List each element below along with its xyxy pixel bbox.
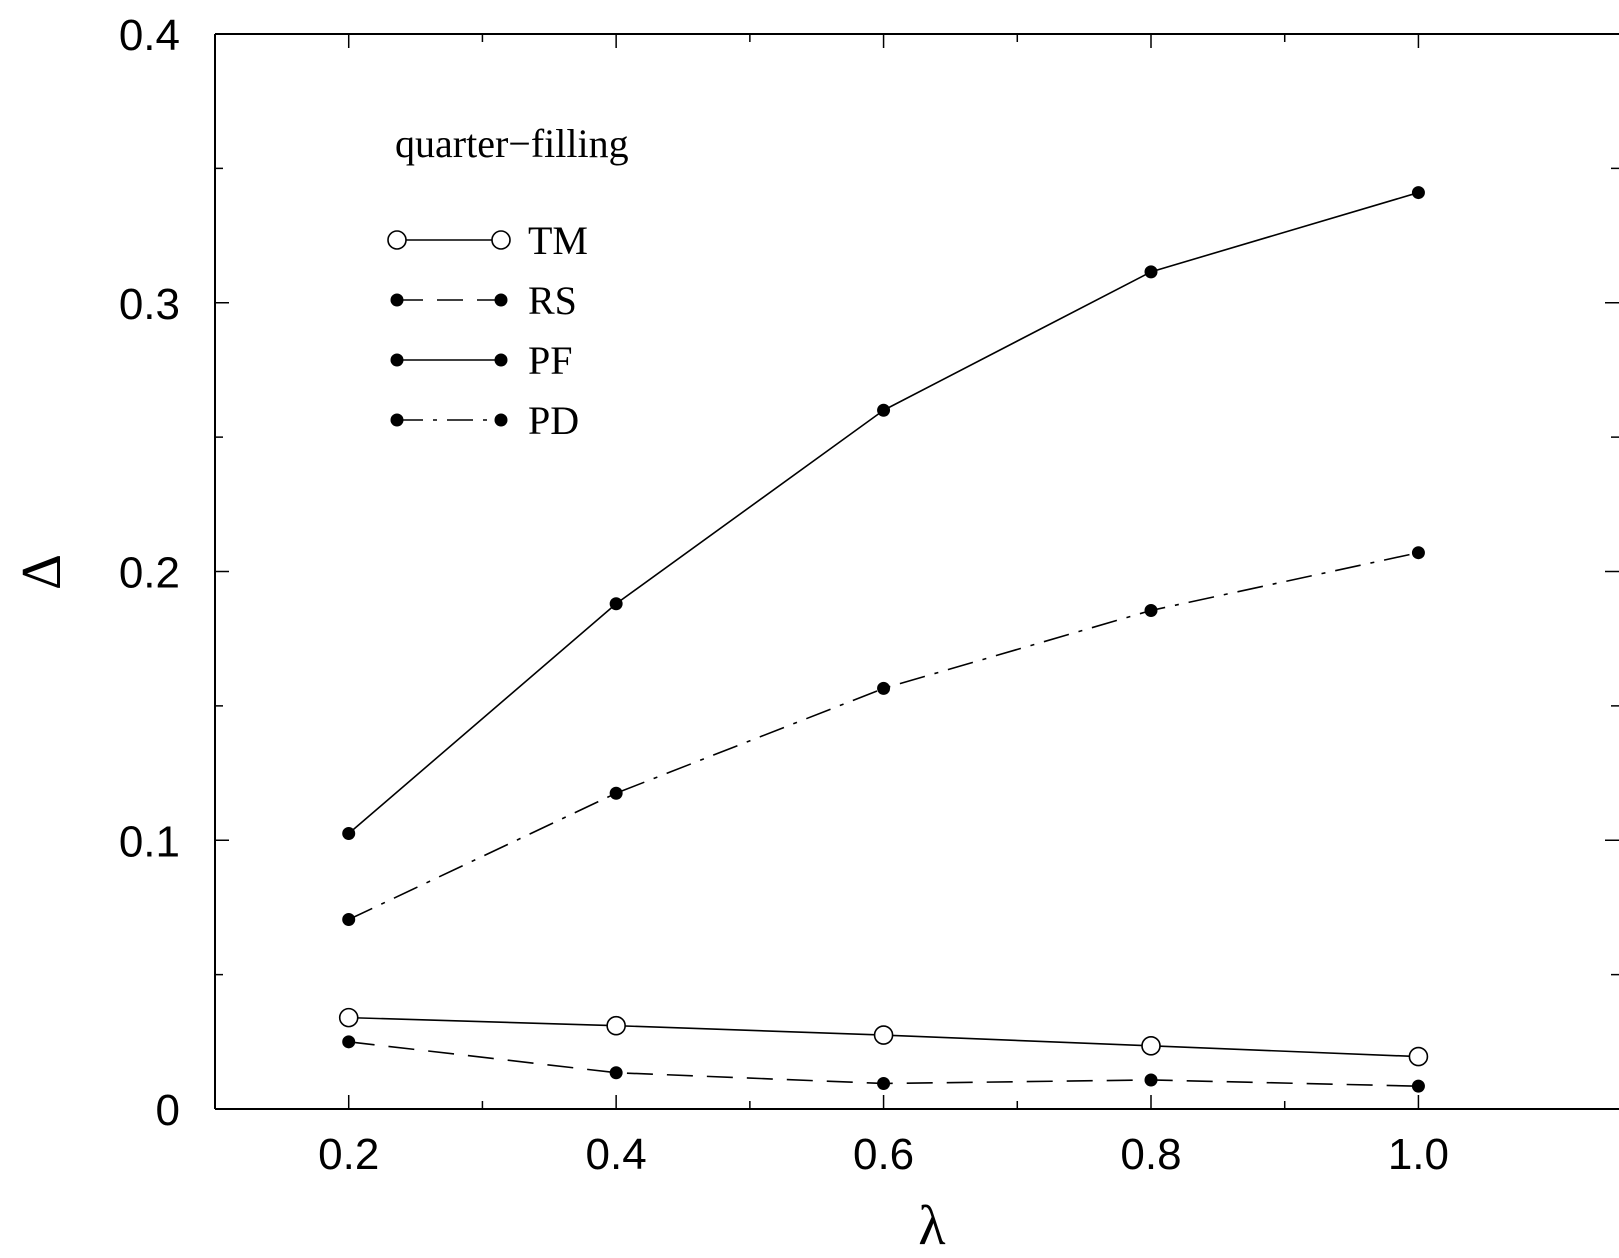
point-pd (1411, 546, 1425, 560)
legend-marker-tm (387, 230, 407, 250)
point-pf (609, 597, 623, 611)
x-tick-label: 1.0 (1388, 1130, 1449, 1179)
point-pd (877, 681, 891, 695)
legend-marker-tm (491, 230, 511, 250)
legend: TM RS PF PD (387, 218, 588, 443)
y-axis-label: Δ (11, 554, 73, 590)
point-tm (873, 1025, 894, 1045)
x-axis-label: λ (918, 1195, 945, 1257)
ticks: 0.2 0.4 0.6 0.8 1.0 0 0.1 0.2 0.3 0.4 (119, 11, 1619, 1179)
x-tick-label: 0.6 (853, 1130, 914, 1179)
legend-label-pf: PF (528, 338, 573, 383)
x-tick-label: 0.8 (1120, 1130, 1181, 1179)
point-rs (1411, 1079, 1425, 1093)
x-tick-label: 0.4 (586, 1130, 647, 1179)
legend-marker-pf (494, 353, 508, 367)
point-rs (609, 1066, 623, 1080)
point-pf (877, 403, 891, 417)
legend-label-rs: RS (528, 278, 577, 323)
point-rs (877, 1076, 891, 1090)
y-tick-label: 0.3 (119, 280, 180, 329)
series-line-pf (348, 191, 1419, 835)
point-rs (1144, 1073, 1158, 1087)
legend-marker-pd (494, 413, 508, 427)
legend-marker-pd (390, 413, 404, 427)
point-tm (1408, 1046, 1429, 1067)
point-pf (342, 827, 356, 841)
legend-label-tm: TM (528, 218, 588, 263)
y-tick-label: 0.4 (119, 11, 180, 60)
legend-marker-rs (390, 293, 404, 307)
legend-marker-pf (390, 353, 404, 367)
y-tick-label: 0 (156, 1086, 180, 1135)
legend-label-pd: PD (528, 398, 579, 443)
x-tick-label: 0.2 (318, 1130, 379, 1179)
series-line-pd (348, 551, 1419, 921)
series-lines (338, 186, 1429, 1093)
point-pd (342, 913, 356, 927)
point-pd (609, 786, 623, 800)
point-tm (1141, 1036, 1161, 1056)
annotation-label: quarter−filling (395, 121, 629, 166)
y-tick-label: 0.2 (119, 549, 180, 598)
point-pf (1411, 186, 1425, 200)
point-tm (338, 1007, 359, 1028)
point-pf (1144, 265, 1158, 279)
y-tick-label: 0.1 (119, 817, 180, 866)
point-rs (342, 1035, 356, 1049)
legend-marker-rs (494, 293, 508, 307)
point-pd (1144, 603, 1158, 617)
point-tm (606, 1015, 626, 1036)
